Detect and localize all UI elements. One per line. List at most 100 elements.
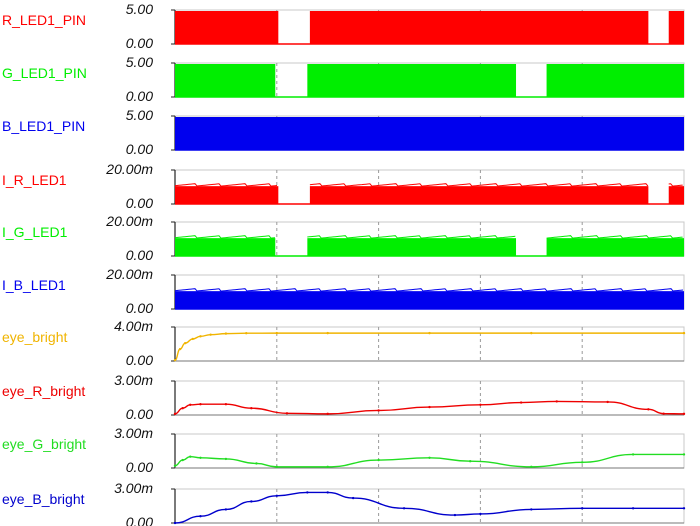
- panel-i-b-led1: I_B_LED1 20.00m 0.00: [2, 266, 685, 316]
- signal-label: B_LED1_PIN: [2, 118, 85, 134]
- data-point: [428, 456, 431, 459]
- panel-eye-b-bright: eye_B_bright 3.00m 0.00: [2, 480, 686, 526]
- data-point: [275, 331, 278, 335]
- tick-label-top: 5.00: [126, 107, 153, 123]
- panel-i-r-led1: I_R_LED1 20.00m 0.00: [2, 161, 685, 211]
- data-point: [682, 453, 686, 456]
- panel-eye-r-bright: eye_R_bright 3.00m 0.00: [2, 372, 686, 422]
- tick-label-top: 20.00m: [105, 213, 153, 229]
- tick-label-bottom: 0.00: [126, 35, 153, 51]
- data-point: [189, 403, 192, 406]
- tick-label-bottom: 0.00: [126, 300, 153, 316]
- signal-high-segment: [546, 64, 684, 97]
- data-point: [191, 337, 195, 341]
- data-point: [530, 465, 533, 469]
- data-point: [173, 358, 177, 362]
- signal-label: R_LED1_PIN: [2, 12, 86, 28]
- signal-label: I_G_LED1: [2, 224, 68, 240]
- data-point: [173, 464, 177, 467]
- tick-label-bottom: 0.00: [126, 352, 153, 368]
- data-point: [224, 403, 228, 406]
- panel-b-led1-pin: B_LED1_PIN 5.00 0.00: [2, 107, 685, 157]
- data-point: [245, 332, 248, 335]
- data-point: [173, 521, 177, 525]
- signal-label: eye_B_bright: [2, 491, 85, 507]
- current-segment: [668, 186, 684, 204]
- data-point: [255, 462, 258, 465]
- data-point: [453, 513, 457, 517]
- signal-label: eye_bright: [2, 329, 67, 345]
- data-point: [402, 507, 406, 510]
- data-point: [224, 332, 228, 335]
- panel-g-led1-pin: G_LED1_PIN 5.00 0.00: [2, 54, 685, 104]
- data-point: [306, 491, 309, 494]
- data-point: [530, 508, 533, 511]
- data-point: [199, 335, 202, 338]
- signal-label: I_B_LED1: [2, 277, 66, 293]
- data-point: [351, 496, 355, 500]
- analog-trace: [174, 332, 684, 361]
- signal-label: eye_G_bright: [2, 436, 86, 452]
- panel-stack: R_LED1_PIN5.000.00G_LED1_PIN5.000.00B_LE…: [2, 1, 686, 526]
- data-point: [581, 507, 584, 510]
- analog-trace: [174, 453, 685, 468]
- data-point: [189, 455, 192, 458]
- data-point: [181, 407, 184, 410]
- data-point: [647, 408, 650, 411]
- data-point: [428, 405, 431, 409]
- data-point: [183, 341, 187, 345]
- data-point: [173, 412, 177, 416]
- current-segment: [175, 186, 279, 204]
- panel-eye-bright: eye_bright 4.00m 0.00: [2, 318, 686, 368]
- tick-label-bottom: 0.00: [126, 514, 153, 526]
- current-noise-edge: [546, 235, 683, 239]
- panel-r-led1-pin: R_LED1_PIN 5.00 0.00: [2, 1, 685, 51]
- tick-label-top: 4.00m: [114, 318, 153, 334]
- tick-label-top: 3.00m: [114, 425, 153, 441]
- signal-label: eye_R_bright: [2, 383, 85, 399]
- signal-high-segment: [309, 11, 649, 44]
- data-point: [428, 331, 431, 335]
- current-noise-edge: [174, 235, 276, 239]
- data-point: [285, 412, 289, 415]
- data-point: [682, 331, 686, 335]
- data-point: [275, 465, 278, 469]
- data-point: [181, 458, 184, 462]
- current-noise-edge: [174, 288, 684, 292]
- tick-label-top: 5.00: [126, 1, 153, 17]
- tick-label-bottom: 0.00: [126, 88, 153, 104]
- tick-label-top: 3.00m: [114, 480, 153, 496]
- signal-high-segment: [175, 117, 684, 150]
- current-segment: [309, 186, 649, 204]
- current-segment: [546, 238, 684, 256]
- data-point: [377, 409, 380, 412]
- tick-label-bottom: 0.00: [126, 195, 153, 211]
- data-point: [326, 331, 329, 335]
- tick-label-bottom: 0.00: [126, 459, 153, 475]
- data-point: [250, 500, 253, 503]
- signal-high-segment: [175, 64, 276, 97]
- data-point: [530, 331, 533, 335]
- data-point: [199, 403, 202, 406]
- current-segment: [175, 291, 684, 309]
- tick-label-bottom: 0.00: [126, 141, 153, 157]
- panel-frame: [174, 380, 685, 416]
- panel-eye-g-bright: eye_G_bright 3.00m 0.00: [2, 425, 686, 475]
- data-point: [682, 412, 686, 416]
- data-point: [209, 333, 212, 336]
- data-point: [682, 507, 686, 510]
- current-noise-edge: [307, 235, 516, 239]
- panel-i-g-led1: I_G_LED1 20.00m 0.00: [2, 213, 685, 263]
- data-point: [581, 461, 584, 464]
- tick-label-bottom: 0.00: [126, 406, 153, 422]
- data-point: [479, 403, 482, 406]
- data-point: [631, 507, 635, 510]
- current-segment: [307, 238, 517, 256]
- data-point: [519, 401, 523, 404]
- signal-high-segment: [307, 64, 517, 97]
- signal-label: G_LED1_PIN: [2, 65, 87, 81]
- data-point: [662, 412, 665, 415]
- signal-high-segment: [668, 11, 684, 44]
- tick-label-top: 3.00m: [114, 372, 153, 388]
- data-point: [224, 508, 228, 511]
